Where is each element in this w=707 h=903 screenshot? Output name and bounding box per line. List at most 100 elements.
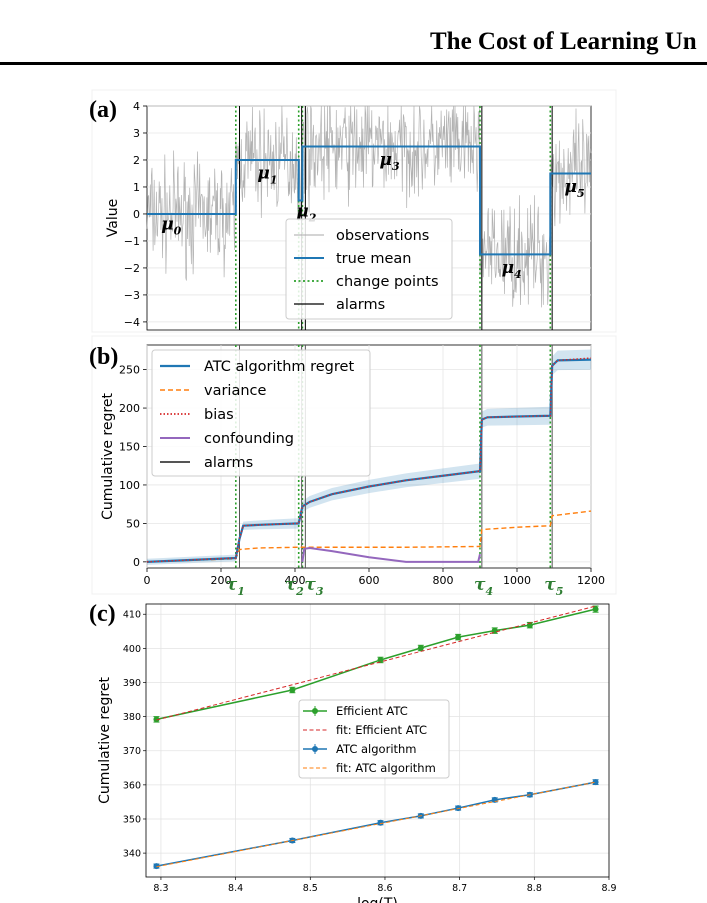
mu-annotation-4: μ4 [502,258,522,281]
panel-c-ylabel: Cumulative regret [97,677,113,804]
panel-b-ytick-label: 150 [119,441,140,454]
mu-annotation-1: μ1 [257,163,277,186]
panel-b-label: (b) [89,344,118,370]
panel-b-plot: 0 50 100 150 200 250 0 200 400 600 800 1000 1200 Cumu… [100,344,605,598]
panel-b-ytick-label: 200 [119,402,140,415]
panel-b-ytick-label: 100 [119,479,140,492]
panel-a-plot: −4 −3 −2 −1 0 1 2 3 4 Value μ0 μ1 μ2 μ3 μ4 μ5 observatio… [105,100,592,331]
panel-b-legend-label: confounding [204,431,294,447]
panel-a-ytick-label: 3 [133,127,140,140]
data-point [289,686,296,693]
panel-c-legend-label: ATC algorithm [336,742,417,756]
observations-line [146,105,592,308]
data-point [377,656,384,663]
panel-b-legend-label: bias [204,407,234,423]
panel-a-legend-label: observations [336,228,429,244]
tau-label-1: τ1 [226,575,245,598]
panel-a-ytick-label: −2 [124,262,140,275]
panel-c-ytick-label: 400 [123,644,141,655]
panel-b-legend-label: variance [204,383,267,399]
panel-c-xtick-label: 8.7 [452,883,467,894]
tau-label-2: τ2 [285,575,304,598]
bias-line [146,357,592,563]
data-point [455,634,462,641]
panel-c-ytick-label: 410 [123,610,141,621]
data-point [592,779,599,786]
panel-c-ytick-label: 350 [123,814,141,825]
panel-c-legend-marker [312,708,318,714]
variance-line [146,510,592,563]
panel-a-ytick-label: 1 [133,181,140,194]
panel-a-legend-box [285,218,453,320]
header-rule [0,62,707,65]
confounding-line [301,546,481,563]
tau-label-4: τ4 [474,575,493,598]
panel-c-legend-box [298,699,450,779]
panel-c-ytick-label: 370 [123,746,141,757]
data-point [377,819,384,826]
panel-c-xlabel: log(T) [357,896,398,903]
panel-c-frame [145,603,610,878]
panel-b-xtick-label: 200 [211,574,232,587]
panel-c-xtick-label: 8.6 [377,883,392,894]
panel-a-legend: observations true mean change points alarms [285,218,453,320]
panel-c-ytick-label: 360 [123,780,141,791]
panel-c-ytick-label: 390 [123,678,141,689]
data-point [491,796,498,803]
panel-b-ytick-label: 0 [133,556,140,569]
panel-a-legend-label: change points [336,274,439,290]
mu-annotation-0: μ0 [161,215,181,238]
tau-label-3: τ3 [304,575,323,598]
panel-b-xtick-label: 0 [144,574,151,587]
panel-c-ytick-label: 340 [123,849,141,860]
panel-a-ytick-label: −4 [124,316,140,329]
panel-c-legend-label: Efficient ATC [336,704,408,718]
data-point [153,863,160,870]
mu-annotation-2: μ2 [296,201,316,224]
mu-annotation-5: μ5 [565,177,585,200]
panel-b-ytick-label: 50 [126,517,140,530]
panel-c-xtick-label: 8.3 [153,883,168,894]
mu-annotation-3: μ3 [380,150,400,173]
panel-a-ytick-label: 0 [133,208,140,221]
fit-line-1 [156,605,596,721]
panel-c-plot: 340 350 360 370 380 390 400 410 8.3 8.4 8.5 8.6 8.7 8… [97,603,617,903]
panel-c-xtick-label: 8.4 [228,883,243,894]
panel-a-ytick-label: 2 [133,154,140,167]
panel-c-xtick-label: 8.8 [527,883,542,894]
panel-b-xtick-label: 1000 [503,574,531,587]
running-header-title: The Cost of Learning Un [430,28,697,55]
panel-b-xtick-label: 400 [285,574,306,587]
true-mean-line [147,145,591,256]
panel-b-legend: ATC algorithm regret variance bias confound… [151,349,371,477]
data-point [153,716,160,723]
data-point [455,805,462,812]
panel-b-legend-label: alarms [204,455,253,471]
panel-c-legend-label: fit: ATC algorithm [336,761,436,775]
tau-label-5: τ5 [544,575,563,598]
panel-a-ytick-label: −1 [124,235,140,248]
panel-b-xtick-label: 1200 [577,574,605,587]
panel-a-ytick-label: −3 [124,289,140,302]
panel-c-xtick-label: 8.9 [601,883,616,894]
panel-c-label: (c) [89,601,116,627]
panel-c-legend: Efficient ATC fit: Efficient ATC ATC algor… [298,699,450,779]
panel-b-xtick-label: 800 [433,574,454,587]
panel-a-legend-label: true mean [336,251,412,267]
panel-a-ylabel: Value [105,199,121,237]
data-point [592,606,599,613]
panel-c-xtick-label: 8.5 [303,883,318,894]
series-line-0 [156,608,596,721]
panel-c-legend-label: fit: Efficient ATC [336,723,427,737]
panel-b-legend-label: ATC algorithm regret [204,359,354,375]
panel-b-legend-box [151,349,371,477]
panel-a-legend-label: alarms [336,297,385,313]
panel-b-ytick-label: 250 [119,364,140,377]
panel-b-ylabel: Cumulative regret [100,393,116,520]
panel-c-ytick-label: 380 [123,712,141,723]
fit-line-3 [156,781,596,868]
panel-c-legend-marker [312,746,318,752]
data-point [417,645,424,652]
panel-a-label: (a) [89,97,117,123]
